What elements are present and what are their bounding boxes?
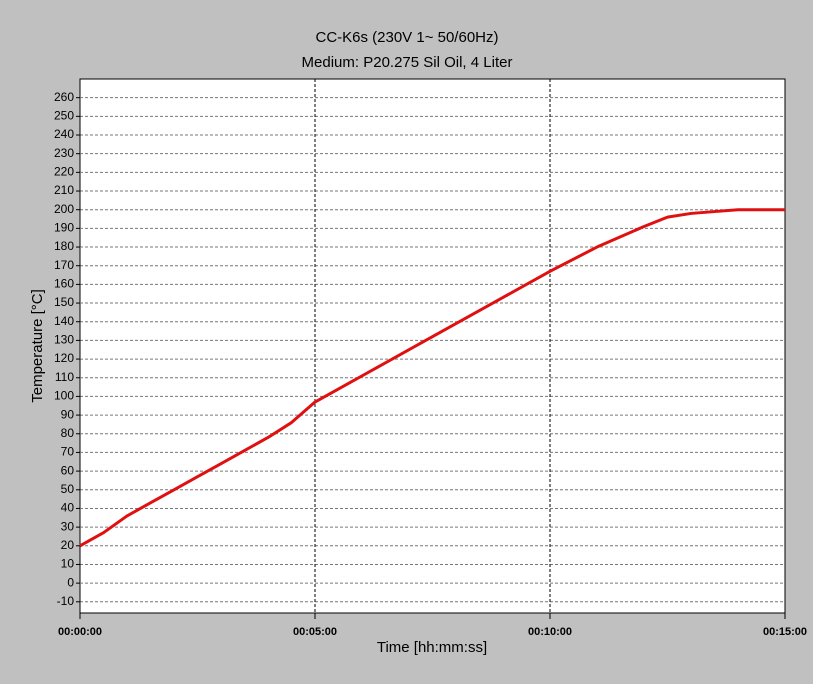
- y-tick-label: 210: [54, 183, 74, 197]
- y-tick-label: 180: [54, 239, 74, 253]
- y-tick-label: 220: [54, 165, 74, 179]
- x-tick-label: 00:00:00: [58, 626, 102, 638]
- y-tick-label: 120: [54, 351, 74, 365]
- y-tick-label: 30: [61, 519, 75, 533]
- y-tick-label: 250: [54, 109, 74, 123]
- y-tick-label: 90: [61, 407, 75, 421]
- y-tick-label: 40: [61, 501, 75, 515]
- y-tick-label: 110: [55, 370, 74, 384]
- y-tick-label: 20: [61, 538, 75, 552]
- y-tick-label: 130: [54, 333, 74, 347]
- x-axis-label: Time [hh:mm:ss]: [377, 639, 487, 656]
- x-tick-label: 00:15:00: [763, 626, 807, 638]
- y-tick-label: 170: [54, 258, 74, 272]
- y-tick-label: 60: [61, 463, 75, 477]
- y-tick-label: 80: [61, 426, 75, 440]
- y-tick-label: 190: [54, 221, 74, 235]
- y-tick-label: 140: [54, 314, 74, 328]
- y-tick-label: 70: [61, 445, 75, 459]
- y-tick-label: 200: [54, 202, 74, 216]
- y-tick-label: 240: [54, 127, 74, 141]
- line: [79, 208, 785, 548]
- chart-title: CC-K6s (230V 1~ 50/60Hz): [315, 29, 498, 46]
- x-tick-label: 00:05:00: [293, 626, 337, 638]
- y-tick-label: 160: [54, 277, 74, 291]
- y-axis-label: Temperature [°C]: [29, 289, 46, 403]
- y-tick-label: 150: [54, 295, 74, 309]
- y-tick-label: 50: [61, 482, 75, 496]
- x-tick-label: 00:10:00: [528, 626, 572, 638]
- y-tick-label: 100: [54, 389, 74, 403]
- y-tick-label: 0: [67, 575, 74, 589]
- plot-area: [79, 78, 786, 614]
- y-tick-label: 260: [54, 90, 74, 104]
- y-tick-label: 230: [54, 146, 74, 160]
- y-tick-label: 10: [61, 557, 75, 571]
- chart-subtitle: Medium: P20.275 Sil Oil, 4 Liter: [302, 54, 513, 71]
- y-tick-label: -10: [57, 594, 75, 608]
